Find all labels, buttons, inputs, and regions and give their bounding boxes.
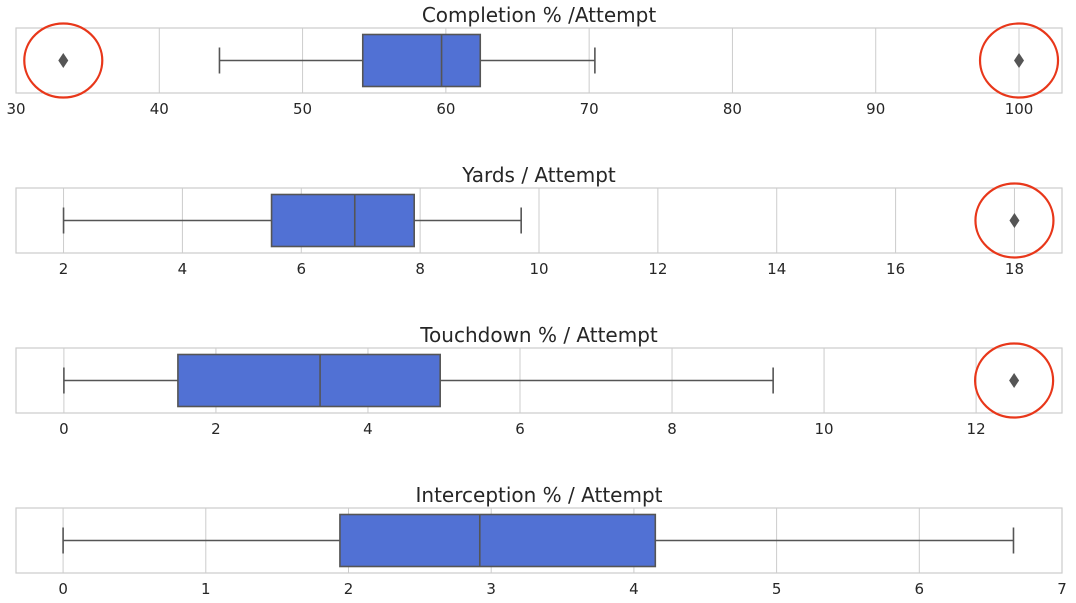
x-tick-label: 8	[415, 260, 425, 278]
x-tick-label: 5	[772, 580, 782, 598]
x-tick-label: 2	[344, 580, 354, 598]
x-tick-label: 0	[59, 420, 69, 438]
x-tick-label: 50	[293, 100, 312, 118]
x-tick-label: 70	[580, 100, 599, 118]
x-tick-label: 4	[178, 260, 188, 278]
outlier-marker	[1009, 373, 1020, 388]
outlier-highlight-circle	[974, 182, 1055, 259]
panel-title: Yards / Attempt	[461, 163, 616, 187]
chart-panel-2: Yards / Attempt 2 4 6 8 10 12 14 16 18	[15, 163, 1063, 278]
panel-title: Interception % / Attempt	[416, 483, 663, 507]
x-tick-label: 60	[436, 100, 455, 118]
x-tick-label: 16	[886, 260, 905, 278]
x-tick-label: 6	[296, 260, 306, 278]
x-tick-label: 4	[629, 580, 639, 598]
x-tick-label: 100	[1005, 100, 1034, 118]
x-tick-label: 3	[486, 580, 496, 598]
outlier-marker	[1014, 53, 1025, 68]
x-tick-label: 2	[59, 260, 69, 278]
x-tick-label: 80	[723, 100, 742, 118]
iqr-box	[177, 353, 441, 408]
chart-panel-4: Interception % / Attempt 0 1 2 3 4 5 6 7	[15, 483, 1067, 598]
x-tick-label: 18	[1005, 260, 1024, 278]
x-tick-label: 10	[815, 420, 834, 438]
iqr-box	[270, 193, 415, 248]
x-tick-label: 40	[150, 100, 169, 118]
outlier-marker	[58, 53, 69, 68]
outlier-highlight-circle	[978, 22, 1060, 99]
panel-title: Completion % /Attempt	[422, 3, 657, 27]
x-tick-label: 4	[363, 420, 373, 438]
outlier-highlight-circle	[23, 22, 104, 99]
panel-title: Touchdown % / Attempt	[419, 323, 658, 347]
x-tick-label: 14	[767, 260, 786, 278]
x-tick-label: 12	[967, 420, 986, 438]
x-tick-label: 30	[6, 100, 25, 118]
iqr-box	[339, 513, 657, 568]
x-tick-label: 12	[648, 260, 667, 278]
outlier-marker	[1009, 213, 1020, 228]
x-tick-label: 10	[529, 260, 548, 278]
chart-panel-1: Completion % /Attempt 30 40 50 60 70 80 90 100	[6, 3, 1063, 118]
x-tick-label: 2	[211, 420, 221, 438]
x-tick-label: 6	[515, 420, 525, 438]
x-tick-label: 90	[866, 100, 885, 118]
x-tick-label: 0	[58, 580, 68, 598]
x-tick-label: 6	[915, 580, 925, 598]
x-tick-label: 8	[667, 420, 677, 438]
outlier-highlight-circle	[974, 342, 1055, 419]
chart-panel-3: Touchdown % / Attempt 0 2 4 6 8 10 12	[15, 323, 1063, 438]
iqr-box	[361, 33, 482, 88]
x-tick-label: 7	[1057, 580, 1067, 598]
x-tick-label: 1	[201, 580, 211, 598]
